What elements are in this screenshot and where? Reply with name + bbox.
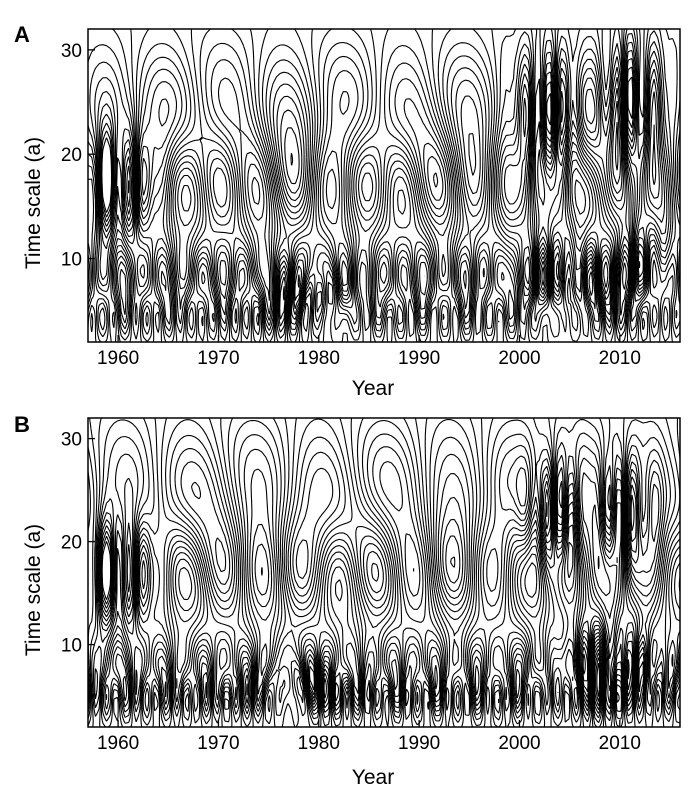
contour-line-13 [87,33,681,343]
y-tick-label: 30 [61,41,82,62]
x-tick-label: 2010 [599,733,641,754]
contour-line-18 [246,535,600,699]
contour-line-10 [89,417,681,728]
contour-line-15 [87,49,668,333]
contour-line-8 [87,35,681,343]
y-tick-label: 10 [61,636,82,657]
y-tick-label: 20 [61,533,82,554]
x-tick-label: 1990 [398,348,440,369]
contour-line-17 [164,504,611,704]
contour-line-8 [92,419,681,728]
contour-line-19 [450,556,456,568]
x-tick-label: 2000 [498,348,540,369]
panel-b-letter: B [14,412,30,437]
contour-line-18 [282,76,660,301]
contour-line-7 [89,47,681,343]
panel-a-xlabel: Year [352,377,394,400]
contour-line-6 [94,58,669,337]
y-tick-label: 20 [61,145,82,166]
contour-line-12 [87,418,681,728]
contour-line-10 [87,28,681,343]
x-tick-label: 1970 [197,348,239,369]
x-tick-label: 1990 [398,733,440,754]
contour-line-14 [87,445,681,720]
y-tick-label: 10 [61,250,82,271]
contour-line-4 [98,77,630,325]
panel-b-contours [87,417,681,728]
contour-line-3 [99,468,660,710]
x-tick-label: 1980 [298,348,340,369]
contour-line-6 [97,444,681,723]
x-tick-label: 1960 [97,733,139,754]
contour-line-11 [87,28,681,343]
x-tick-label: 2000 [498,733,540,754]
panel-a-contours [87,28,681,343]
x-tick-label: 1960 [97,348,139,369]
x-tick-label: 1970 [197,733,239,754]
panel-a-ylabel: Time scale (a) [22,137,45,269]
contour-line-1 [101,484,637,702]
y-tick-label: 30 [61,430,82,451]
contour-line-0 [101,137,545,286]
panel-b-xlabel: Year [352,766,394,789]
contour-line-9 [87,28,681,343]
contour-line-4 [99,461,662,714]
contour-line-19 [290,124,657,269]
x-tick-label: 1980 [298,733,340,754]
contour-line-2 [100,121,627,295]
contour-line-5 [97,67,631,331]
contour-line-9 [91,417,681,728]
contour-line-13 [87,432,681,728]
panel-b-frame [87,417,681,728]
panel-b-ylabel: Time scale (a) [22,524,45,656]
panel-a-frame [87,28,681,343]
contour-line-14 [87,41,670,339]
panel-a-letter: A [14,22,30,47]
contour-line-0 [101,494,635,697]
x-tick-label: 2010 [599,348,641,369]
contour-line-1 [100,130,546,291]
contour-line-3 [99,88,629,316]
contour-line-12 [87,28,681,343]
contour-line-16 [119,57,666,327]
contour-line-17 [141,66,663,320]
